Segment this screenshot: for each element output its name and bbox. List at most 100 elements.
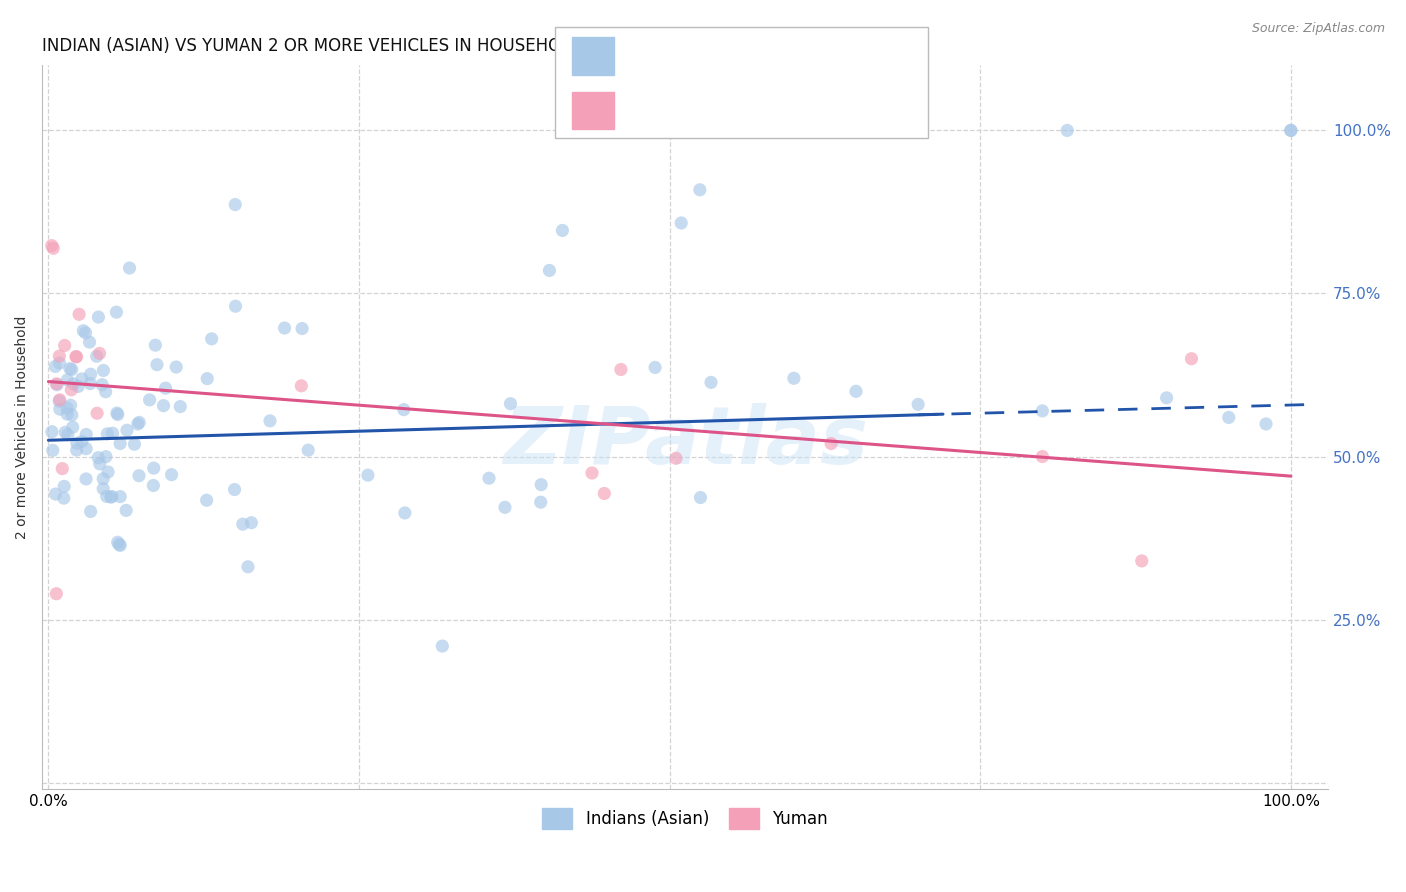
Point [108, 537, 131, 551]
Point [66, 436, 89, 450]
Point [530, 477, 553, 491]
Point [108, 436, 131, 450]
Point [75, 427, 97, 442]
Point [1180, 351, 1202, 366]
Point [143, 338, 166, 352]
Point [94, 450, 117, 464]
Point [1031, 450, 1053, 464]
Point [101, 426, 124, 441]
Point [225, 299, 247, 313]
Point [118, 260, 141, 275]
Point [70, 434, 93, 449]
Point [689, 491, 711, 505]
Point [290, 379, 312, 393]
Point [101, 490, 124, 504]
Point [42, 443, 65, 458]
Point [51, 461, 73, 475]
Point [72, 324, 94, 338]
Point [86, 406, 108, 420]
Y-axis label: 2 or more Vehicles in Household: 2 or more Vehicles in Household [15, 316, 30, 539]
Point [75, 472, 97, 486]
Point [107, 408, 129, 422]
Point [67, 307, 90, 321]
Point [195, 493, 218, 508]
Point [46, 377, 69, 392]
Point [1279, 123, 1302, 137]
Point [41, 425, 63, 439]
Point [494, 500, 516, 515]
Point [138, 392, 160, 407]
Point [581, 466, 603, 480]
Point [394, 506, 416, 520]
Text: Source: ZipAtlas.com: Source: ZipAtlas.com [1251, 22, 1385, 36]
Point [56, 427, 79, 442]
Text: 115: 115 [782, 53, 823, 72]
Point [201, 332, 224, 346]
Point [1279, 123, 1302, 137]
Point [783, 371, 806, 385]
Point [91, 472, 114, 486]
Point [60, 362, 83, 376]
Point [96, 489, 118, 503]
Point [127, 417, 149, 431]
Text: -0.231: -0.231 [668, 106, 737, 126]
Text: ZIPatlas: ZIPatlas [503, 402, 868, 481]
Point [105, 406, 128, 420]
Point [93, 363, 115, 377]
Point [907, 397, 929, 411]
Point [1254, 417, 1277, 431]
Text: N =: N = [744, 106, 787, 126]
Point [53, 425, 76, 440]
Point [60, 383, 83, 397]
Point [65, 350, 87, 364]
Point [79, 368, 101, 382]
Point [291, 321, 314, 335]
Point [124, 437, 146, 451]
Point [97, 465, 120, 479]
Point [48, 349, 70, 363]
Point [169, 400, 191, 414]
Point [1130, 554, 1153, 568]
Point [259, 414, 281, 428]
Point [610, 362, 633, 376]
Text: R =: R = [628, 106, 671, 126]
Point [79, 504, 101, 518]
Point [62, 376, 84, 391]
Legend: Indians (Asian), Yuman: Indians (Asian), Yuman [536, 802, 835, 835]
Point [44, 359, 66, 374]
Point [59, 398, 82, 412]
Point [42, 241, 65, 255]
Point [297, 443, 319, 458]
Point [59, 361, 82, 376]
Point [236, 559, 259, 574]
Point [128, 416, 150, 430]
Point [53, 338, 76, 352]
Point [152, 399, 174, 413]
Text: N =: N = [744, 53, 787, 72]
Point [689, 183, 711, 197]
Point [142, 478, 165, 492]
Point [79, 376, 101, 391]
Point [432, 639, 454, 653]
Point [155, 381, 177, 395]
Text: 23: 23 [782, 106, 815, 126]
Point [75, 326, 97, 340]
Point [100, 490, 122, 504]
Point [478, 471, 501, 485]
Point [820, 436, 842, 450]
Point [1031, 404, 1053, 418]
Text: R =: R = [628, 53, 671, 72]
Point [232, 517, 254, 532]
Point [273, 321, 295, 335]
Point [96, 426, 118, 441]
Point [70, 372, 93, 386]
Point [49, 402, 72, 417]
Point [107, 535, 129, 549]
Point [105, 305, 128, 319]
Point [669, 216, 692, 230]
Point [62, 420, 84, 434]
Point [41, 238, 63, 252]
Point [87, 450, 110, 465]
Point [593, 486, 616, 500]
Point [48, 356, 70, 370]
